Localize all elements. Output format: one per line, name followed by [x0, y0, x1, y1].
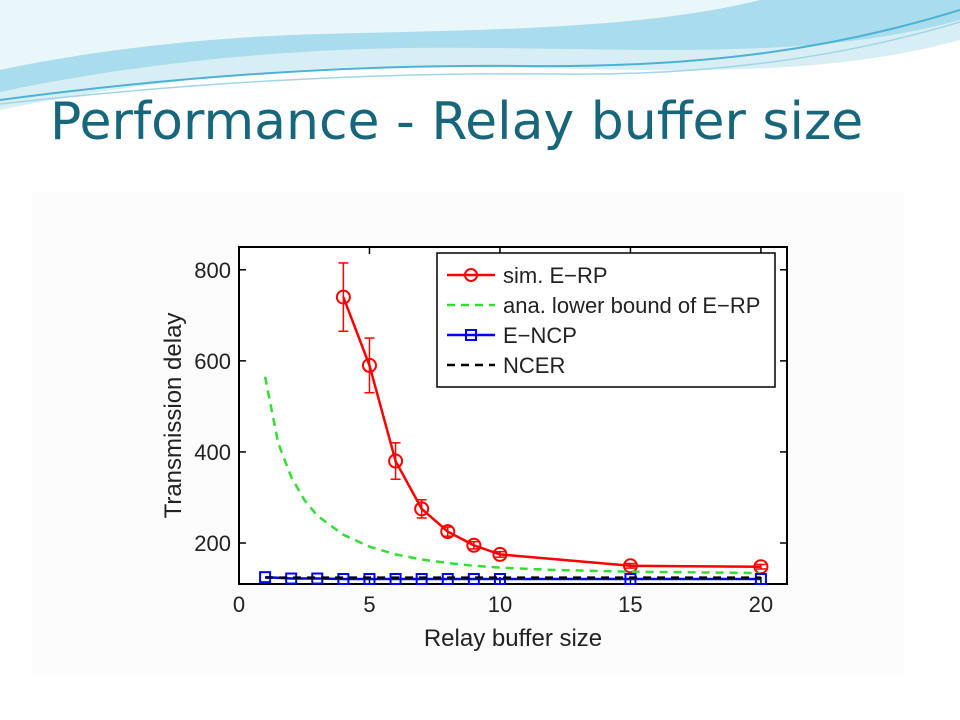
chart-legend: sim. E−RP ana. lower bound of E−RP E−NCP NC… — [436, 252, 776, 388]
data-point-e-ncp — [467, 572, 480, 585]
x-axis-label: Relay buffer size — [424, 625, 602, 652]
data-point-sim-e-rp — [335, 289, 351, 305]
data-point-e-ncp — [415, 572, 428, 585]
data-point-e-ncp — [363, 572, 376, 585]
y-tick-label: 800 — [194, 258, 231, 283]
legend-label: E−NCP — [503, 323, 577, 348]
x-tick-label: 0 — [233, 592, 245, 617]
x-tick-label: 5 — [363, 592, 375, 617]
legend-marker — [464, 268, 478, 282]
y-tick-label: 200 — [194, 531, 231, 556]
data-point-e-ncp — [624, 572, 637, 585]
data-point-sim-e-rp — [492, 546, 508, 562]
x-tick-label: 20 — [749, 592, 773, 617]
slide-title: Performance - Relay buffer size — [50, 92, 864, 152]
x-tick-label: 10 — [488, 592, 512, 617]
data-point-sim-e-rp — [361, 357, 377, 373]
legend-label: NCER — [503, 353, 565, 378]
x-tick-label: 15 — [618, 592, 642, 617]
data-point-e-ncp — [337, 572, 350, 585]
header-wave-decoration — [0, 0, 960, 110]
series-line-ana-lower-bound-of-e-rp — [263, 376, 761, 575]
data-point-e-ncp — [754, 572, 767, 585]
data-point-sim-e-rp — [622, 558, 638, 574]
data-point-sim-e-rp — [414, 501, 430, 517]
legend-marker — [465, 329, 477, 341]
legend-label: ana. lower bound of E−RP — [503, 293, 760, 318]
figure-panel: 0 5 10 15 20 200 400 600 800 Transmission delay … — [32, 192, 904, 676]
y-tick-label: 400 — [194, 440, 231, 465]
y-axis-label: Transmission delay — [160, 313, 187, 519]
y-tick-label: 600 — [194, 349, 231, 374]
data-point-sim-e-rp — [466, 537, 482, 553]
data-point-e-ncp — [493, 572, 506, 585]
data-point-e-ncp — [389, 572, 402, 585]
legend-label: sim. E−RP — [503, 263, 608, 288]
data-point-e-ncp — [441, 572, 454, 585]
data-point-sim-e-rp — [388, 453, 404, 469]
data-point-sim-e-rp — [440, 524, 456, 540]
